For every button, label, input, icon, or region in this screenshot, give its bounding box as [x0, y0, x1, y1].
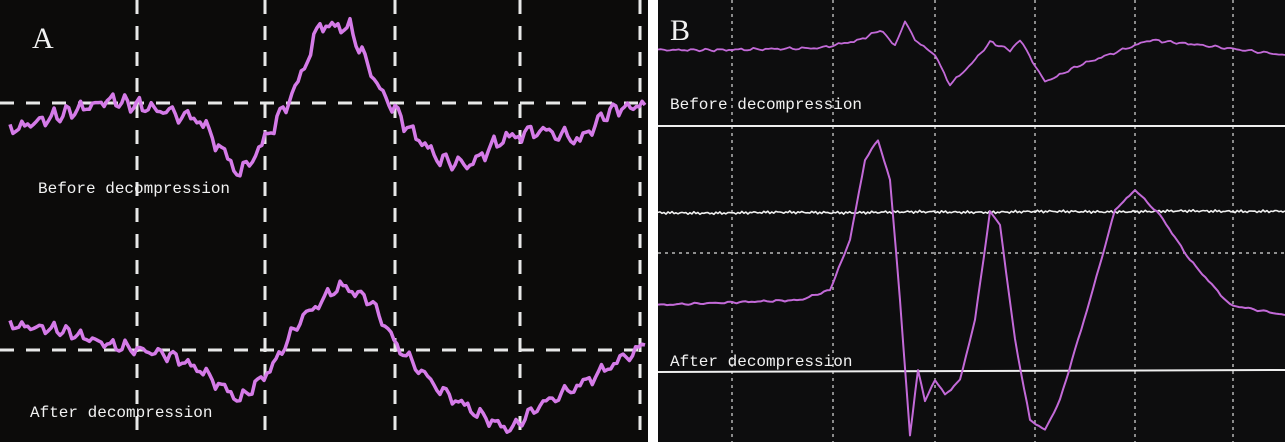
panel-label: B: [670, 14, 690, 47]
trace-caption: After decompression: [30, 404, 212, 422]
trace-caption: Before decompression: [38, 180, 230, 198]
panel-b: B Before decompression After decompressi…: [658, 0, 1285, 442]
trace-caption: Before decompression: [670, 96, 862, 114]
figure: A Before decompression After decompressi…: [0, 0, 1285, 442]
divider: [648, 0, 658, 442]
page: A Before decompression After decompressi…: [0, 0, 1285, 442]
panel-label: A: [32, 22, 54, 55]
panel-b-screen: [658, 0, 1285, 442]
panel-a: A Before decompression After decompressi…: [0, 0, 648, 442]
trace-caption: After decompression: [670, 353, 852, 371]
panel-a-screen: [0, 0, 648, 442]
